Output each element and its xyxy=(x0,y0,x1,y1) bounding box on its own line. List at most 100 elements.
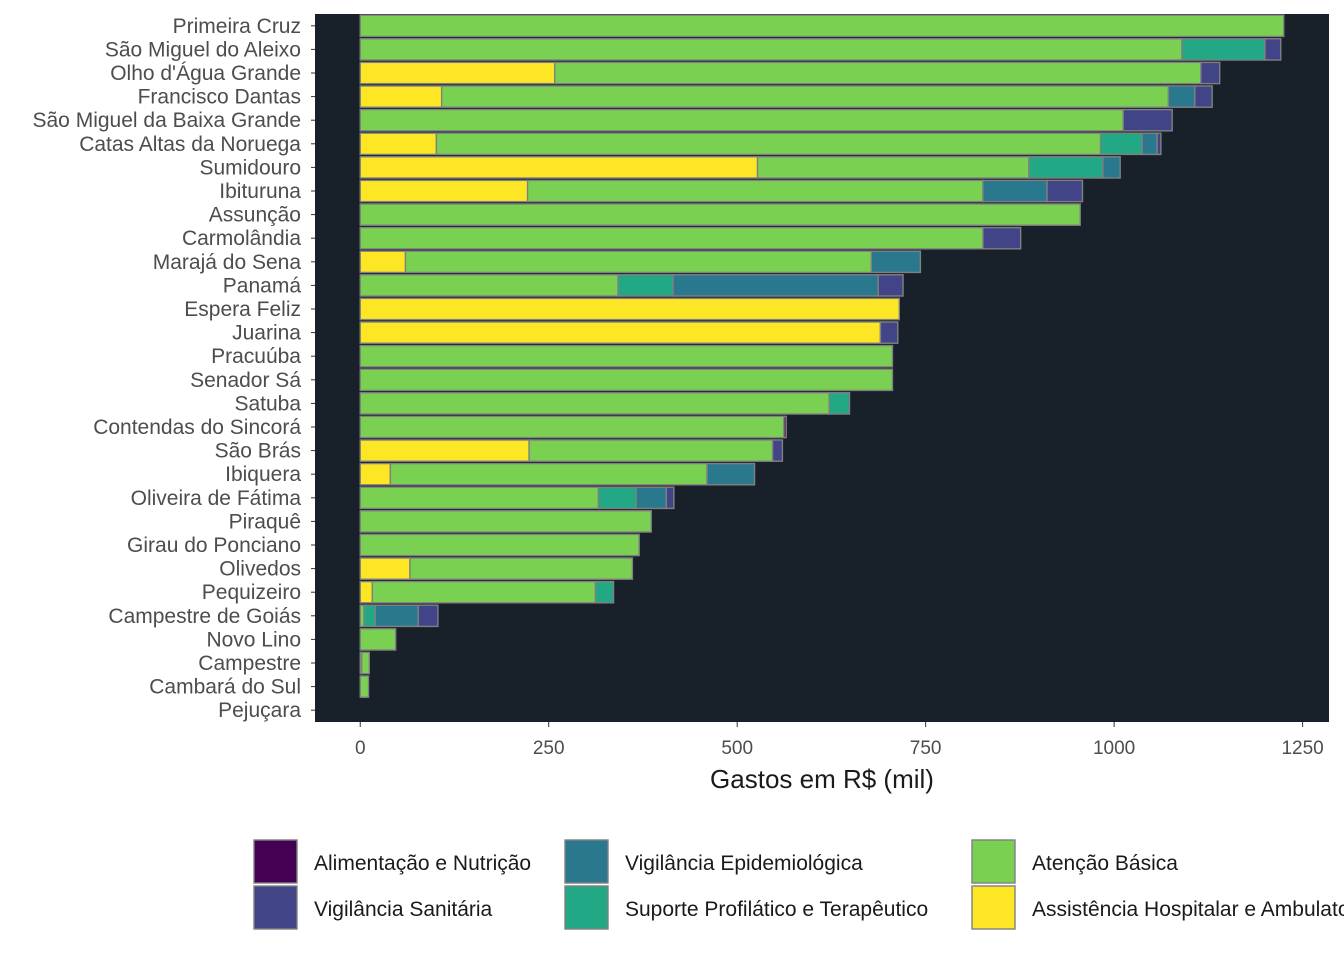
category-label: Marajá do Sena xyxy=(153,251,302,274)
category-label: Sumidouro xyxy=(199,156,301,179)
category-label: Contendas do Sincorá xyxy=(93,416,301,439)
legend-swatch xyxy=(564,885,609,930)
bar-segment xyxy=(554,61,1202,85)
bar-segment xyxy=(359,226,984,250)
bar-segment xyxy=(526,179,984,203)
bar-segment xyxy=(359,510,652,533)
category-label: Catas Altas da Noruega xyxy=(79,133,301,156)
bars-layer xyxy=(359,14,1285,698)
category-label: Primeira Cruz xyxy=(173,15,301,38)
legend-item: Alimentação e Nutrição xyxy=(253,839,531,884)
bar-segment xyxy=(982,179,1048,203)
bar-segment xyxy=(597,486,637,510)
x-tick-label: 750 xyxy=(910,738,942,759)
category-label: Pejuçara xyxy=(218,699,301,722)
bar-segment xyxy=(404,250,873,274)
legend-item: Assistência Hospitalar e Ambulatorial xyxy=(971,885,1344,930)
bar-segment xyxy=(1200,61,1221,85)
bar-segment xyxy=(359,38,1183,61)
category-label: Juarina xyxy=(232,322,301,345)
bar-segment xyxy=(1102,156,1121,179)
legend-label: Alimentação e Nutrição xyxy=(314,852,531,875)
bar-segment xyxy=(1141,132,1158,156)
bar-segment xyxy=(359,628,397,651)
x-axis-title: Gastos em R$ (mil) xyxy=(710,764,934,794)
category-label: São Miguel do Aleixo xyxy=(105,38,301,61)
x-tick-label: 1250 xyxy=(1281,738,1323,759)
bar-segment xyxy=(1156,132,1162,156)
category-label: Campestre de Goiás xyxy=(108,605,301,628)
bar-segment xyxy=(1099,132,1143,156)
bar-segment xyxy=(359,533,640,557)
legend-swatch xyxy=(253,885,298,930)
bar-segment xyxy=(617,274,674,297)
x-tick-label: 500 xyxy=(721,738,753,759)
legend-item: Atenção Básica xyxy=(971,839,1178,884)
legend-swatch xyxy=(971,839,1016,884)
bar-segment xyxy=(877,274,904,297)
bar-segment xyxy=(706,462,756,486)
bar-segment xyxy=(359,557,411,580)
bar-segment xyxy=(359,368,894,392)
legend-label: Assistência Hospitalar e Ambulatorial xyxy=(1032,898,1344,921)
bar-segment xyxy=(665,486,675,510)
bar-segment xyxy=(1046,179,1084,203)
bar-segment xyxy=(371,580,597,604)
bar-segment xyxy=(359,297,900,321)
bar-segment xyxy=(409,557,634,580)
bar-segment xyxy=(417,604,439,628)
category-label: São Miguel da Baixa Grande xyxy=(33,109,302,132)
bar-segment xyxy=(594,580,615,604)
bar-segment xyxy=(359,580,373,604)
bar-segment xyxy=(672,274,879,297)
category-label: Panamá xyxy=(223,274,302,297)
bar-segment xyxy=(1028,156,1104,179)
bar-segment xyxy=(783,415,787,439)
bar-segment xyxy=(1194,85,1213,108)
bar-segment xyxy=(359,132,438,156)
legend: Alimentação e Nutrição Vigilância Sanitár… xyxy=(253,839,1344,930)
bar-segment xyxy=(828,392,851,415)
category-label: Olho d'Água Grande xyxy=(110,62,301,85)
x-tick-label: 250 xyxy=(533,738,565,759)
bar-segment xyxy=(359,321,882,344)
category-label: Ibituruna xyxy=(219,180,301,203)
category-label: Carmolândia xyxy=(182,227,301,250)
bar-segment xyxy=(528,439,774,462)
category-label: Oliveira de Fátima xyxy=(131,487,302,510)
bar-segment xyxy=(359,462,392,486)
bar-segment xyxy=(1264,38,1282,61)
bar-segment xyxy=(374,604,419,628)
bar-segment xyxy=(435,132,1102,156)
x-axis-ticks: 0 250 500 750 1000 1250 xyxy=(355,722,1324,759)
bar-segment xyxy=(359,14,1285,38)
bar-segment xyxy=(440,85,1170,108)
bar-segment xyxy=(359,486,600,510)
bar-segment xyxy=(359,108,1124,132)
category-label: Satuba xyxy=(234,392,301,415)
legend-item: Vigilância Epidemiológica xyxy=(564,839,863,884)
legend-label: Suporte Profilático e Terapêutico xyxy=(625,898,928,921)
category-label: Pracuúba xyxy=(211,345,301,368)
category-label: Piraquê xyxy=(229,510,301,533)
bar-segment xyxy=(635,486,668,510)
bar-segment xyxy=(359,156,759,179)
legend-label: Vigilância Epidemiológica xyxy=(625,852,863,875)
category-label: São Brás xyxy=(215,440,301,463)
bar-segment xyxy=(1181,38,1266,61)
x-tick-label: 0 xyxy=(355,738,366,759)
category-label: Novo Lino xyxy=(206,628,301,651)
bar-segment xyxy=(361,651,370,675)
legend-item: Vigilância Sanitária xyxy=(253,885,493,930)
category-label: Campestre xyxy=(198,652,301,675)
legend-swatch xyxy=(971,885,1016,930)
bar-segment xyxy=(363,604,377,628)
legend-swatch xyxy=(564,839,609,884)
bar-segment xyxy=(389,462,708,486)
bar-segment xyxy=(359,675,370,698)
bar-segment xyxy=(359,439,530,462)
bar-segment xyxy=(1167,85,1196,108)
legend-item: Suporte Profilático e Terapêutico xyxy=(564,885,928,930)
